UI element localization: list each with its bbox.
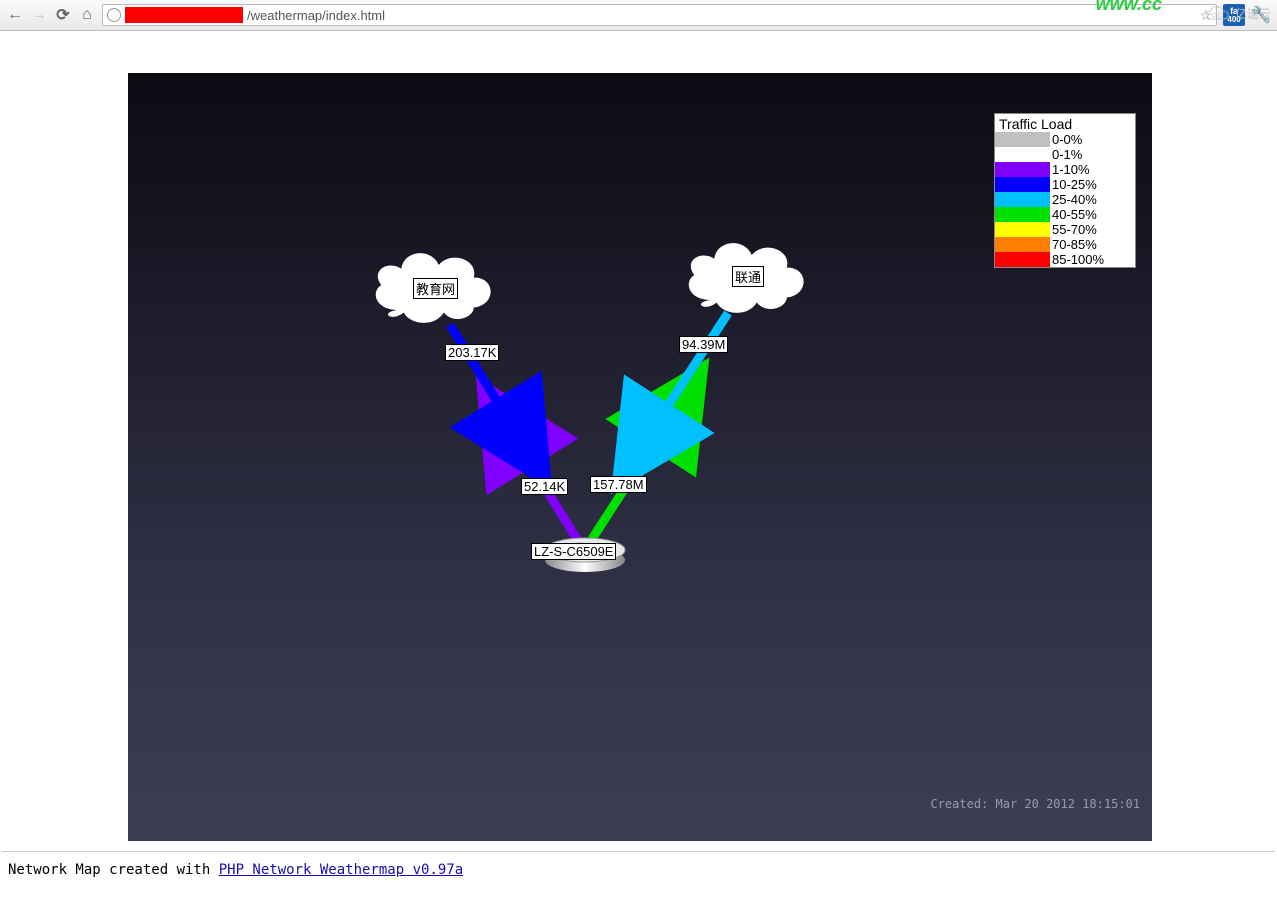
legend-swatch [995,252,1050,267]
watermark-green: www.cc [1096,0,1162,15]
legend-row: 40-55% [995,207,1135,222]
legend-row: 0-1% [995,147,1135,162]
legend-row: 0-0% [995,132,1135,147]
legend-row: 70-85% [995,237,1135,252]
legend-swatch [995,162,1050,177]
legend-title: Traffic Load [995,114,1135,132]
legend-label: 1-10% [1050,162,1090,177]
legend-label: 55-70% [1050,222,1097,237]
link-label-left-down: 203.17K [445,344,499,361]
browser-toolbar: ← → ⟳ ⌂ /weathermap/index.html ☆ fa 400 … [0,0,1277,31]
credit-prefix: Network Map created with [8,862,219,878]
credit-line: Network Map created with PHP Network Wea… [8,862,463,878]
legend-label: 25-40% [1050,192,1097,207]
link-label-right-down: 94.39M [679,336,728,353]
legend-row: 85-100% [995,252,1135,267]
link-right-up [592,403,680,539]
node-label-router: LZ-S-C6509E [531,543,616,560]
globe-icon [107,8,121,22]
legend-label: 0-1% [1050,147,1082,162]
legend-row: 25-40% [995,192,1135,207]
node-label-cloud-right: 联通 [732,266,764,287]
legend-label: 40-55% [1050,207,1097,222]
reload-button[interactable]: ⟳ [54,6,72,24]
watermark-logo-text: 亿速云 [1235,5,1271,22]
legend-label: 85-100% [1050,252,1104,267]
home-button[interactable]: ⌂ [78,6,96,24]
legend-row: 1-10% [995,162,1135,177]
legend-swatch [995,222,1050,237]
link-label-right-up: 157.78M [590,476,647,493]
back-button[interactable]: ← [6,6,24,24]
legend-label: 10-25% [1050,177,1097,192]
url-path: /weathermap/index.html [247,8,385,23]
legend-swatch [995,192,1050,207]
link-right-down [640,313,728,449]
legend-label: 70-85% [1050,237,1097,252]
credit-link[interactable]: PHP Network Weathermap v0.97a [219,862,463,878]
legend-row: 55-70% [995,222,1135,237]
legend-swatch [995,237,1050,252]
timestamp-text: Created: Mar 20 2012 18:15:01 [930,797,1140,811]
traffic-legend: Traffic Load 0-0%0-1%1-10%10-25%25-40%40… [994,113,1136,268]
separator [2,851,1275,852]
node-label-cloud-left: 教育网 [413,278,458,299]
weathermap-image: 教育网 联通 LZ-S-C6509E 203.17K 52.14K 94.39M… [128,73,1152,841]
legend-row: 10-25% [995,177,1135,192]
legend-swatch [995,177,1050,192]
url-redacted [125,7,243,23]
legend-label: 0-0% [1050,132,1082,147]
legend-swatch [995,147,1050,162]
link-left-down [450,325,524,445]
link-label-left-up: 52.14K [521,478,568,495]
legend-swatch [995,207,1050,222]
url-bar[interactable]: /weathermap/index.html ☆ [102,4,1217,26]
forward-button[interactable]: → [30,6,48,24]
cloud-logo-icon [1203,3,1231,23]
legend-swatch [995,132,1050,147]
watermark-logo: 亿速云 [1203,3,1271,23]
